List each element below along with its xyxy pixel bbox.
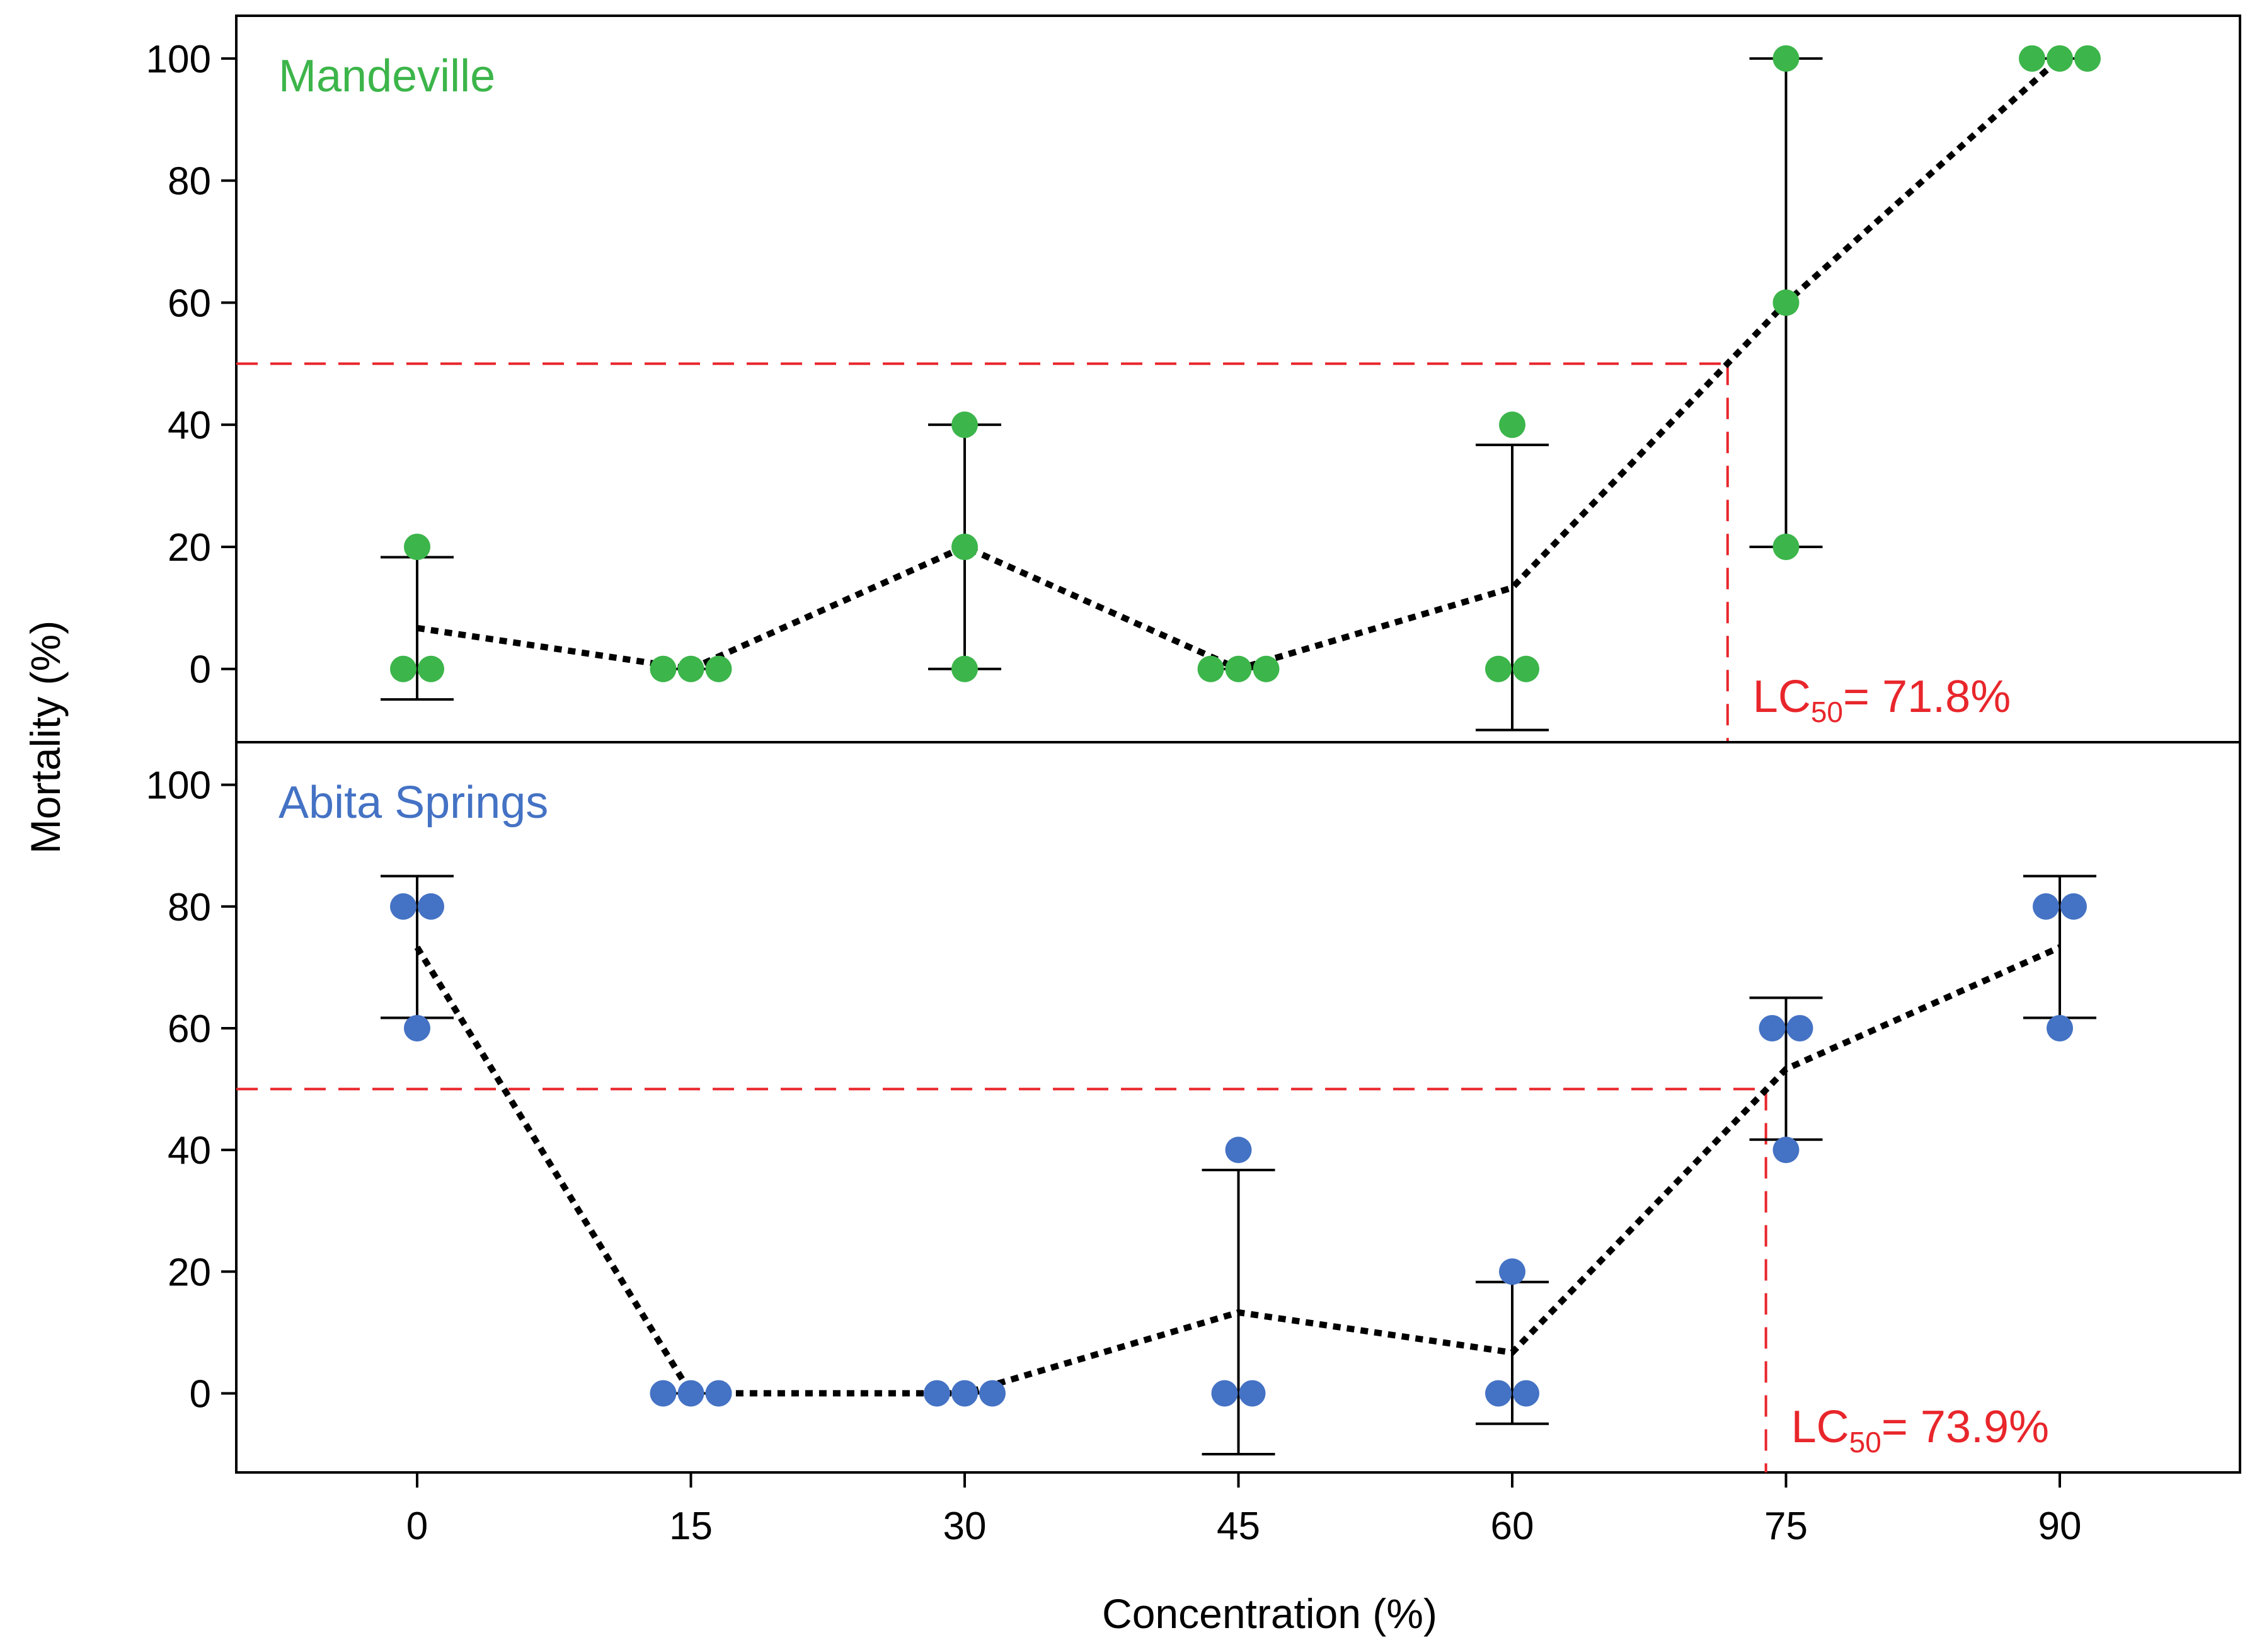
- data-point: [418, 655, 444, 682]
- data-point: [1786, 1014, 1813, 1041]
- y-tick-label: 0: [190, 648, 211, 692]
- data-point: [1759, 1014, 1786, 1041]
- data-point: [677, 655, 704, 682]
- y-tick-label: 20: [168, 526, 211, 570]
- data-point: [1772, 289, 1800, 316]
- panel-label: Mandeville: [279, 51, 495, 101]
- data-point: [1513, 655, 1539, 682]
- data-point: [951, 411, 978, 439]
- data-point: [2033, 893, 2059, 920]
- y-tick-label: 0: [190, 1372, 211, 1416]
- y-tick-label: 40: [168, 1129, 211, 1173]
- data-point: [1499, 411, 1525, 439]
- y-tick-label: 80: [168, 160, 211, 204]
- x-tick-label: 15: [669, 1505, 713, 1548]
- y-tick-label: 100: [146, 38, 211, 81]
- data-point: [1225, 655, 1252, 682]
- data-point: [951, 655, 978, 682]
- data-point: [1513, 1380, 1539, 1407]
- data-point: [1253, 655, 1280, 682]
- data-point: [2060, 893, 2087, 920]
- data-point: [2074, 45, 2101, 72]
- panel-1: 0 20 40 60 80 100 0 15 30 45 60 75 90 Abita Springs LC…: [146, 741, 2241, 1548]
- data-point: [418, 893, 444, 920]
- y-tick-label: 60: [168, 1007, 211, 1051]
- data-point: [1485, 1380, 1512, 1407]
- x-tick-label: 30: [943, 1505, 987, 1548]
- data-point: [1772, 533, 1800, 560]
- y-axis-title: Mortality (%): [22, 621, 69, 854]
- lc50-label: LC50= 73.9%: [1791, 1402, 2049, 1459]
- data-point: [951, 1380, 978, 1407]
- y-tick-label: 60: [168, 282, 211, 325]
- data-point: [404, 533, 430, 560]
- data-point: [2047, 1014, 2073, 1041]
- y-tick-label: 100: [146, 764, 211, 808]
- data-point: [390, 655, 416, 682]
- data-point: [1772, 45, 1800, 72]
- data-point: [1485, 655, 1512, 682]
- x-tick-label: 45: [1217, 1505, 1260, 1548]
- data-point: [2019, 45, 2045, 72]
- data-point: [677, 1380, 704, 1407]
- mean-trend-line: [414, 944, 2062, 1397]
- y-tick-label: 20: [168, 1251, 211, 1294]
- data-point: [979, 1380, 1006, 1407]
- panel-frame: [235, 14, 2241, 743]
- panel-0: 0 20 40 60 80 100 Mandeville LC50= 71.8%: [146, 14, 2241, 743]
- x-tick-label: 0: [406, 1505, 428, 1548]
- data-point: [1239, 1380, 1266, 1407]
- data-point: [1772, 1137, 1800, 1164]
- data-point: [650, 655, 677, 682]
- x-tick-label: 90: [2038, 1505, 2082, 1548]
- x-axis-title: Concentration (%): [1102, 1590, 1437, 1637]
- data-point: [390, 893, 416, 920]
- chart-panels: 0 20 40 60 80 100 Mandeville LC50= 71.8% 0 20 40 60…: [146, 14, 2241, 1548]
- data-point: [951, 533, 978, 560]
- lc50-label: LC50= 71.8%: [1753, 672, 2011, 728]
- y-tick-label: 80: [168, 886, 211, 929]
- x-tick-label: 75: [1764, 1505, 1808, 1548]
- data-point: [705, 655, 732, 682]
- data-point: [705, 1380, 732, 1407]
- panel-label: Abita Springs: [279, 777, 548, 828]
- y-tick-label: 40: [168, 404, 211, 447]
- x-tick-label: 60: [1491, 1505, 1534, 1548]
- data-point: [1225, 1137, 1252, 1164]
- data-point: [1197, 655, 1224, 682]
- data-point: [650, 1380, 677, 1407]
- data-point: [2047, 45, 2073, 72]
- data-point: [924, 1380, 950, 1407]
- data-point: [1211, 1380, 1238, 1407]
- data-point: [1499, 1258, 1525, 1285]
- data-point: [404, 1014, 430, 1041]
